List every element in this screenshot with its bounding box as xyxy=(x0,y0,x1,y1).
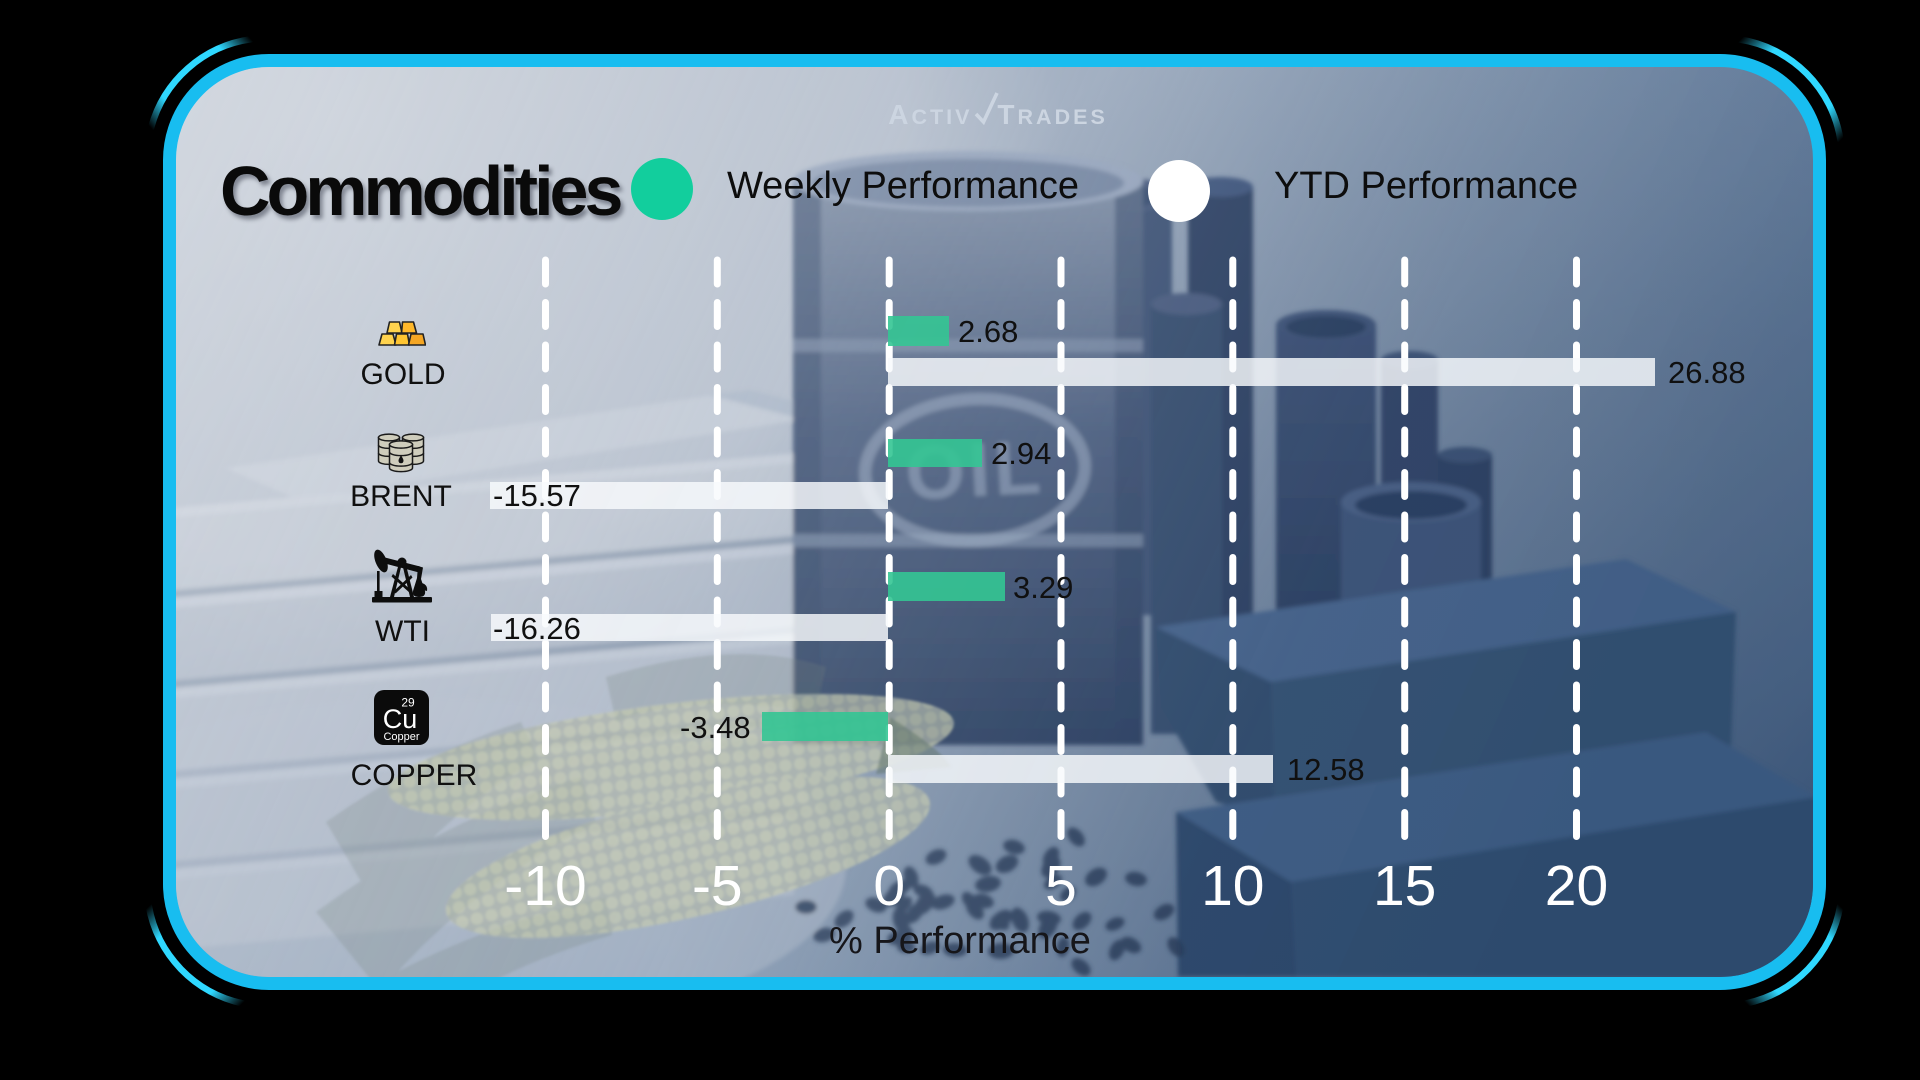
svg-text:Cu: Cu xyxy=(383,704,418,734)
svg-text:Copper: Copper xyxy=(383,731,419,743)
svg-text:29: 29 xyxy=(401,696,415,710)
